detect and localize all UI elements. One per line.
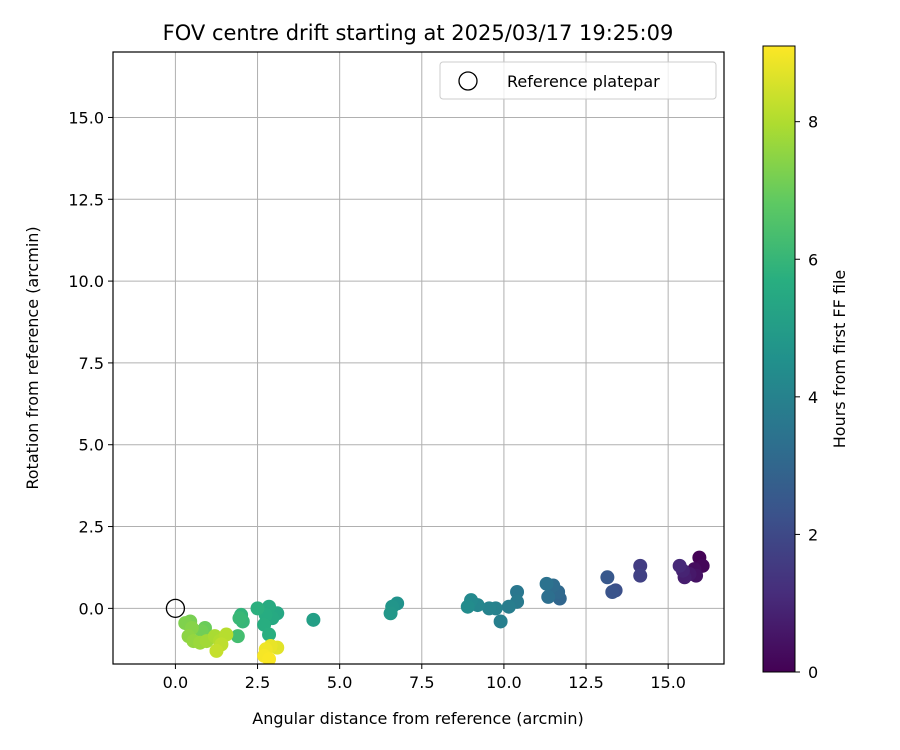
grid-lines bbox=[113, 52, 724, 664]
data-point bbox=[262, 652, 277, 664]
x-tick-label: 2.5 bbox=[245, 673, 270, 692]
data-point bbox=[482, 601, 497, 616]
legend-marker-reference bbox=[458, 71, 478, 91]
legend-box bbox=[439, 61, 717, 100]
y-tick-label: 2.5 bbox=[79, 518, 104, 537]
data-point bbox=[306, 612, 321, 627]
data-point bbox=[232, 611, 247, 626]
y-axis-label: Rotation from reference (arcmin) bbox=[23, 226, 42, 489]
data-point bbox=[672, 558, 687, 573]
colorbar-tick-label: 2 bbox=[808, 525, 818, 544]
data-point bbox=[541, 589, 556, 604]
colorbar-tick-label: 0 bbox=[808, 663, 818, 682]
x-tick-label: 5.0 bbox=[327, 673, 352, 692]
x-axis-label: Angular distance from reference (arcmin) bbox=[252, 709, 583, 728]
plot-frame bbox=[112, 51, 725, 665]
x-tick-label: 15.0 bbox=[650, 673, 686, 692]
legend: Reference platepar bbox=[439, 61, 717, 100]
y-tick-label: 0.0 bbox=[79, 599, 104, 618]
x-axis-ticks: 0.0 2.5 5.0 7.5 10.0 12.5 15.0 bbox=[163, 664, 686, 692]
y-tick-label: 15.0 bbox=[68, 108, 104, 127]
reference-point bbox=[165, 598, 186, 619]
colorbar-ticks: 0 2 4 6 8 bbox=[795, 113, 818, 682]
data-point bbox=[493, 614, 508, 629]
data-point bbox=[501, 599, 516, 614]
legend-entry-reference: Reference platepar bbox=[507, 72, 660, 91]
data-point bbox=[262, 627, 277, 642]
data-point bbox=[633, 568, 648, 583]
reference-marker bbox=[165, 598, 186, 619]
colorbar-tick-label: 4 bbox=[808, 388, 818, 407]
data-point bbox=[600, 570, 615, 585]
x-tick-label: 12.5 bbox=[568, 673, 604, 692]
data-point bbox=[460, 599, 475, 614]
y-axis-ticks: 0.0 2.5 5.0 7.5 10.0 12.5 15.0 bbox=[68, 108, 113, 618]
data-point bbox=[633, 558, 648, 573]
colorbar: 0 2 4 6 8 Hours from first FF file bbox=[762, 45, 849, 682]
data-point bbox=[510, 585, 525, 599]
y-tick-label: 12.5 bbox=[68, 190, 104, 209]
y-tick-label: 5.0 bbox=[79, 436, 104, 455]
colorbar-label: Hours from first FF file bbox=[830, 270, 849, 449]
colorbar-tick-label: 8 bbox=[808, 113, 818, 132]
colorbar-tick-label: 6 bbox=[808, 250, 818, 269]
x-tick-label: 7.5 bbox=[409, 673, 434, 692]
data-point bbox=[383, 606, 398, 621]
data-point bbox=[250, 601, 265, 616]
y-tick-label: 7.5 bbox=[79, 354, 104, 373]
y-tick-label: 10.0 bbox=[68, 272, 104, 291]
data-point bbox=[605, 585, 620, 599]
chart-title: FOV centre drift starting at 2025/03/17 … bbox=[163, 21, 674, 45]
data-point bbox=[230, 629, 245, 644]
x-tick-label: 0.0 bbox=[163, 673, 188, 692]
data-point bbox=[539, 576, 554, 591]
x-tick-label: 10.0 bbox=[486, 673, 522, 692]
colorbar-gradient bbox=[762, 45, 796, 673]
data-point bbox=[209, 643, 224, 658]
data-points bbox=[178, 550, 710, 664]
